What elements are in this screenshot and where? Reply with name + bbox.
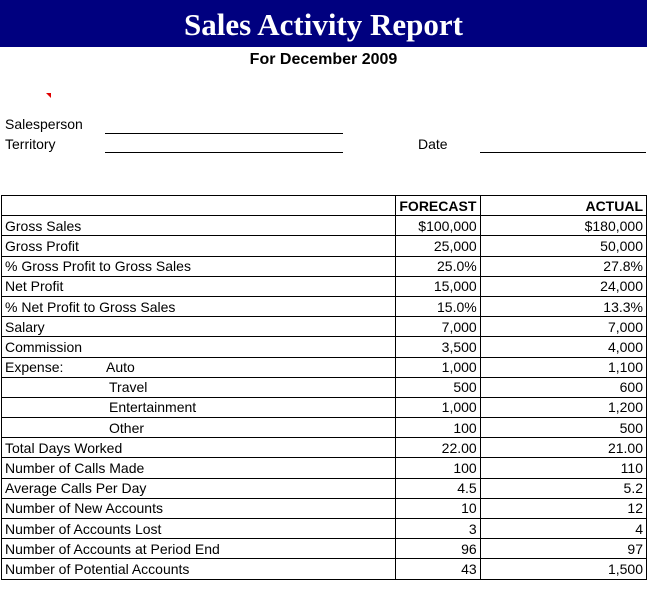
table-row: Net Profit 15,000 24,000 — [0, 275, 647, 297]
forecast-value: 1,000 — [395, 356, 481, 378]
actual-value: $180,000 — [479, 215, 647, 237]
header-label-cell — [0, 194, 397, 217]
row-label: % Net Profit to Gross Sales — [0, 295, 397, 318]
territory-field[interactable] — [105, 152, 343, 153]
actual-value: 97 — [479, 538, 647, 560]
table-row: Other 100 500 — [0, 417, 647, 439]
row-label: % Gross Profit to Gross Sales — [0, 255, 397, 277]
table-row: Number of New Accounts 10 12 — [0, 497, 647, 520]
actual-value: 1,200 — [479, 396, 647, 419]
actual-value: 27.8% — [479, 255, 647, 277]
actual-value: 21.00 — [479, 437, 647, 459]
forecast-value: 4.5 — [395, 477, 481, 499]
actual-header: ACTUAL — [479, 194, 647, 217]
row-label: Number of Accounts at Period End — [0, 538, 397, 560]
row-label: Net Profit — [0, 275, 397, 297]
table-row: Number of Accounts Lost 3 4 — [0, 517, 647, 540]
row-label: Gross Profit — [0, 235, 397, 257]
date-label: Date — [418, 136, 448, 152]
report-subtitle: For December 2009 — [249, 51, 398, 68]
forecast-value: 96 — [395, 538, 481, 560]
actual-value: 50,000 — [479, 235, 647, 257]
row-label: Gross Sales — [0, 215, 397, 237]
row-label: Number of Calls Made — [0, 457, 397, 479]
forecast-value: 15.0% — [395, 295, 481, 318]
forecast-value: 3 — [395, 517, 481, 540]
row-label: Salary — [0, 316, 397, 338]
expense-sub-label: Travel — [109, 379, 148, 396]
forecast-value: 22.00 — [395, 437, 481, 459]
table-row: Gross Profit 25,000 50,000 — [0, 235, 647, 257]
row-label: Commission — [0, 336, 397, 358]
row-label: Entertainment — [0, 396, 397, 419]
actual-value: 4 — [479, 517, 647, 540]
row-label: Number of New Accounts — [0, 497, 397, 520]
expense-label: Expense: — [5, 359, 64, 376]
table-row: Total Days Worked 22.00 21.00 — [0, 437, 647, 459]
comment-indicator-icon — [46, 93, 51, 98]
actual-value: 4,000 — [479, 336, 647, 358]
forecast-header: FORECAST — [395, 194, 481, 217]
expense-sub-label: Entertainment — [109, 399, 197, 416]
actual-value: 1,100 — [479, 356, 647, 378]
table-row: Number of Calls Made 100 110 — [0, 457, 647, 479]
table-row: Salary 7,000 7,000 — [0, 316, 647, 338]
expense-sub-label: Auto — [106, 359, 135, 376]
table-row: % Gross Profit to Gross Sales 25.0% 27.8… — [0, 255, 647, 277]
forecast-value: 25,000 — [395, 235, 481, 257]
forecast-value: $100,000 — [395, 215, 481, 237]
forecast-value: 7,000 — [395, 316, 481, 338]
actual-value: 500 — [479, 417, 647, 439]
row-label: Number of Accounts Lost — [0, 517, 397, 540]
row-label: Total Days Worked — [0, 437, 397, 459]
table-row: Travel 500 600 — [0, 376, 647, 398]
salesperson-label: Salesperson — [5, 116, 83, 132]
forecast-value: 43 — [395, 558, 481, 580]
actual-value: 110 — [479, 457, 647, 479]
forecast-value: 15,000 — [395, 275, 481, 297]
table-row: Number of Accounts at Period End 96 97 — [0, 538, 647, 560]
table-row: Number of Potential Accounts 43 1,500 — [0, 558, 647, 580]
table-row: % Net Profit to Gross Sales 15.0% 13.3% — [0, 295, 647, 318]
report-title: Sales Activity Report — [0, 0, 647, 47]
territory-label: Territory — [5, 136, 56, 152]
table-row: Commission 3,500 4,000 — [0, 336, 647, 358]
actual-value: 1,500 — [479, 558, 647, 580]
forecast-value: 3,500 — [395, 336, 481, 358]
row-label: Travel — [0, 376, 397, 398]
row-label: Other — [0, 417, 397, 439]
forecast-value: 1,000 — [395, 396, 481, 419]
table-row: Average Calls Per Day 4.5 5.2 — [0, 477, 647, 499]
forecast-value: 100 — [395, 417, 481, 439]
table-header-row: FORECAST ACTUAL — [0, 194, 647, 217]
forecast-value: 10 — [395, 497, 481, 520]
forecast-value: 25.0% — [395, 255, 481, 277]
row-label: Expense: Auto — [0, 356, 397, 378]
row-label: Average Calls Per Day — [0, 477, 397, 499]
table-row: Expense: Auto 1,000 1,100 — [0, 356, 647, 378]
table-row: Entertainment 1,000 1,200 — [0, 396, 647, 419]
date-field[interactable] — [480, 152, 646, 153]
salesperson-field[interactable] — [105, 133, 343, 134]
row-label: Number of Potential Accounts — [0, 558, 397, 580]
sales-activity-table: FORECAST ACTUAL Gross Sales $100,000 $18… — [0, 194, 647, 580]
actual-value: 7,000 — [479, 316, 647, 338]
table-row: Gross Sales $100,000 $180,000 — [0, 215, 647, 237]
actual-value: 600 — [479, 376, 647, 398]
actual-value: 13.3% — [479, 295, 647, 318]
actual-value: 5.2 — [479, 477, 647, 499]
forecast-value: 100 — [395, 457, 481, 479]
actual-value: 12 — [479, 497, 647, 520]
forecast-value: 500 — [395, 376, 481, 398]
expense-sub-label: Other — [109, 419, 145, 436]
actual-value: 24,000 — [479, 275, 647, 297]
